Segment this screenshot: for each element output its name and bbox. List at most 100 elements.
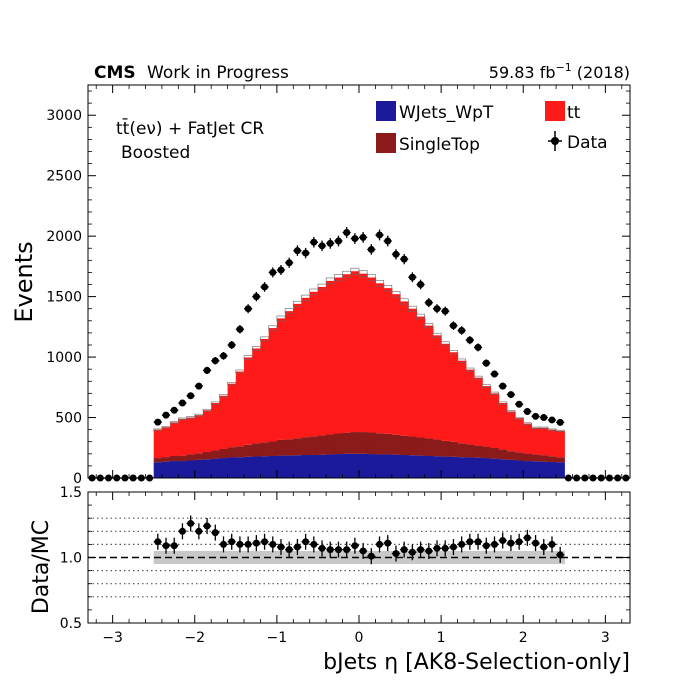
bar-tt (202, 410, 212, 452)
bar-tt (342, 274, 352, 433)
bar-wjets-wpt (400, 455, 409, 478)
legend-swatch-wjets (376, 101, 396, 121)
bar-wjets-wpt (556, 462, 565, 478)
bar-singletop (498, 449, 508, 460)
bar-wjets-wpt (178, 461, 188, 478)
ratio-point (515, 538, 523, 546)
data-point (170, 406, 178, 414)
ratio-band-bin (490, 550, 500, 565)
bar-wjets-wpt (482, 458, 491, 478)
ratio-point (482, 542, 490, 550)
bar-singletop (186, 454, 196, 461)
bar-singletop (556, 457, 565, 463)
bar-tt (285, 311, 294, 440)
bar-tt (391, 294, 401, 435)
ratio-point (211, 529, 219, 537)
ratio-point (507, 539, 515, 547)
ratio-point (449, 543, 457, 551)
mc-uncertainty-box (391, 291, 401, 298)
mc-uncertainty-box (366, 274, 376, 281)
bar-tt (293, 303, 303, 439)
data-point (408, 273, 416, 281)
bar-tt (170, 422, 179, 456)
bar-singletop (531, 454, 541, 462)
data-point (540, 414, 548, 422)
bar-tt (153, 429, 163, 459)
bar-singletop (334, 433, 344, 455)
main-plot-frame (87, 84, 631, 479)
bar-tt (367, 277, 377, 433)
mc-uncertainty-box (301, 294, 311, 301)
ratio-point (351, 542, 359, 550)
y-tick-label: 1000 (46, 350, 82, 366)
bar-wjets-wpt (285, 455, 294, 478)
bar-singletop (309, 436, 319, 456)
y-tick-label: 0 (73, 471, 82, 487)
ratio-point (261, 538, 269, 546)
data-point (458, 326, 466, 334)
ratio-band-bin (498, 550, 508, 565)
data-point (351, 235, 359, 243)
y-axis-title-events: Events (10, 241, 38, 322)
data-point (491, 370, 498, 378)
bar-singletop (350, 432, 360, 454)
bar-wjets-wpt (260, 456, 270, 478)
ratio-point (532, 539, 540, 547)
data-point (154, 418, 162, 426)
ratio-point (162, 542, 170, 550)
bar-wjets-wpt (350, 453, 360, 478)
main-panel: 0 500 1000 1500 2000 2500 3000 (46, 84, 631, 487)
ratio-point (220, 540, 227, 548)
ratio-band-bin (432, 550, 442, 565)
data-point (425, 299, 433, 307)
data-point (187, 392, 195, 400)
bar-singletop (547, 456, 557, 463)
bar-wjets-wpt (432, 456, 442, 478)
bar-wjets-wpt (383, 454, 393, 478)
bar-singletop (539, 455, 549, 462)
bar-wjets-wpt (202, 459, 212, 478)
bar-wjets-wpt (408, 455, 418, 478)
ratio-point (523, 534, 531, 542)
ratio-y-tick-label: 0.5 (60, 616, 82, 632)
ratio-band-bin (465, 550, 475, 565)
bar-singletop (416, 437, 426, 456)
ratio-panel: 0.5 1.0 1.5 −3 −2 −1 0 1 2 3 (60, 485, 631, 646)
bar-tt (161, 427, 171, 458)
mc-uncertainty-box (539, 426, 549, 429)
data-point (359, 233, 367, 241)
bar-singletop (194, 453, 204, 460)
bar-singletop (441, 440, 450, 457)
bar-singletop (432, 439, 442, 457)
x-tick-label: 0 (355, 630, 364, 646)
ratio-point (170, 542, 178, 550)
bar-tt (441, 343, 450, 441)
bar-singletop (301, 437, 311, 456)
data-point (203, 366, 211, 374)
bar-wjets-wpt (490, 458, 500, 478)
y-tick-label: 1500 (46, 290, 82, 306)
bar-tt (178, 418, 188, 456)
bar-singletop (227, 447, 237, 458)
data-point (392, 250, 400, 258)
ratio-point (417, 546, 425, 554)
data-point (310, 238, 318, 246)
data-point (417, 281, 425, 289)
mc-uncertainty-box (432, 332, 442, 338)
ratio-point (277, 543, 285, 551)
bar-singletop (326, 434, 335, 455)
mc-uncertainty-box (292, 300, 302, 307)
bar-singletop (276, 439, 286, 456)
ratio-plot-frame (87, 491, 631, 624)
bar-singletop (383, 433, 393, 455)
data-point (343, 229, 351, 237)
bar-tt (260, 338, 270, 443)
x-tick-label: −3 (102, 630, 123, 646)
ratio-point (293, 543, 301, 551)
ratio-point (367, 552, 375, 560)
y-tick-label: 2500 (46, 169, 82, 185)
bar-wjets-wpt (342, 453, 352, 478)
bar-tt (482, 386, 491, 447)
bar-tt (194, 415, 204, 454)
mc-uncertainty-box (375, 280, 384, 287)
